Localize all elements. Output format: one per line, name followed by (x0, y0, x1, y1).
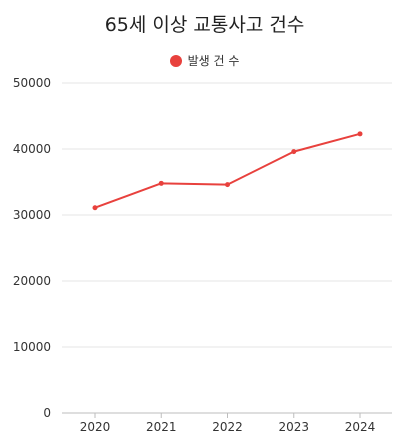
legend-label: 발생 건 수 (187, 54, 240, 68)
x-tick-label: 2020 (80, 420, 111, 434)
x-tick-label: 2024 (345, 420, 376, 434)
y-tick-label: 50000 (13, 76, 51, 90)
data-point (158, 180, 164, 186)
legend-swatch (169, 54, 182, 67)
series-line (94, 132, 361, 209)
x-tick-label: 2022 (212, 420, 243, 434)
y-tick-label: 10000 (13, 340, 51, 354)
data-point (291, 149, 297, 155)
chart-title: 65세 이상 교통사고 건수 (104, 14, 305, 36)
x-tick-label: 2023 (278, 420, 309, 434)
x-tick-label: 2021 (146, 420, 177, 434)
y-tick-label: 30000 (13, 208, 51, 222)
y-tick-label: 20000 (13, 274, 51, 288)
y-tick-label: 0 (43, 406, 51, 420)
data-point (225, 182, 230, 188)
data-point (357, 131, 363, 137)
data-point (92, 205, 98, 211)
legend: 발생 건 수 (0, 52, 409, 69)
y-tick-label: 40000 (13, 142, 51, 156)
